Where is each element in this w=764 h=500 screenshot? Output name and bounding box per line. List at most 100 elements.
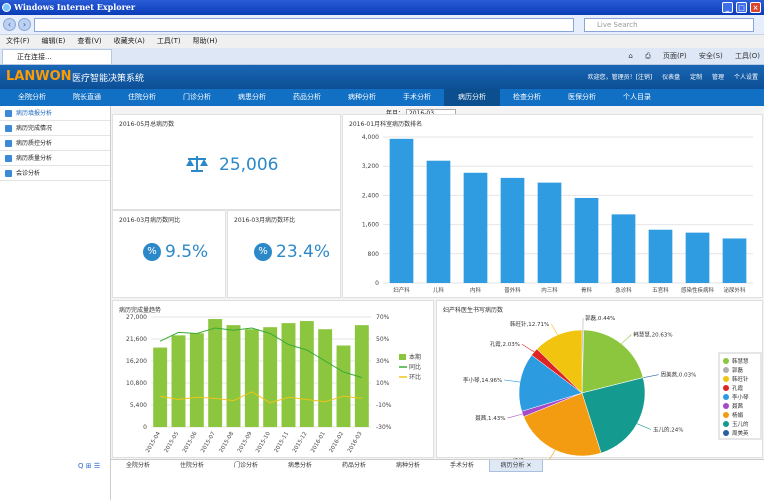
bottom-tab-4[interactable]: 药品分析 xyxy=(341,462,366,469)
menu-favorites[interactable]: 收藏夹(A) xyxy=(113,37,145,45)
search-input[interactable]: Live Search xyxy=(584,18,754,32)
nav-item-9[interactable]: 检查分析 xyxy=(513,93,541,101)
safety-menu[interactable]: 安全(S) xyxy=(698,52,723,60)
legend-swatch xyxy=(399,354,406,360)
slice-label: 玉儿的,24% xyxy=(653,426,683,434)
address-input[interactable] xyxy=(34,18,574,32)
nav-item-5[interactable]: 药品分析 xyxy=(293,93,321,101)
slice-label: 孔霞,2.03% xyxy=(490,340,520,348)
welcome-text[interactable]: 欢迎您，管理员！[注销] xyxy=(587,74,653,81)
y-tick-label: 1,600 xyxy=(362,222,379,229)
yoy-value: 9.5% xyxy=(165,242,209,262)
x-tick-label: 内三科 xyxy=(541,286,558,294)
browser-tab-bar: 正在连接... ⌂ ⎙ 页面(P) 安全(S) 工具(O) xyxy=(0,48,764,65)
ie-logo-icon xyxy=(2,3,11,12)
bottom-tab-1[interactable]: 住院分析 xyxy=(179,462,204,469)
x-tick-label: 2015-12 xyxy=(292,431,309,454)
sidebar-item-label: 会诊分析 xyxy=(16,170,41,177)
nav-item-8[interactable]: 病历分析 xyxy=(444,89,500,106)
legend-swatch xyxy=(723,412,729,418)
page-menu[interactable]: 页面(P) xyxy=(662,52,687,60)
y2-tick-label: 50% xyxy=(376,336,390,343)
nav-item-1[interactable]: 院长直通 xyxy=(73,93,101,101)
sidebar-tools[interactable]: Q ⊞ ☰ xyxy=(78,462,101,470)
x-tick-label: 感染性疾病科 xyxy=(681,286,715,294)
legend-swatch xyxy=(723,421,729,427)
y-tick-label: 16,200 xyxy=(126,358,147,365)
nav-item-2[interactable]: 住院分析 xyxy=(128,93,156,101)
x-tick-label: 2015-11 xyxy=(274,431,291,454)
x-tick-label: 五官科 xyxy=(652,286,669,294)
slice-label: 郭磊,0.44% xyxy=(585,314,615,322)
menu-help[interactable]: 帮助(H) xyxy=(192,37,218,45)
nav-item-10[interactable]: 医保分析 xyxy=(568,93,596,101)
bar xyxy=(336,345,351,427)
nav-item-7[interactable]: 手术分析 xyxy=(403,93,431,101)
sidebar-item-2[interactable]: 病历质控分析 xyxy=(0,136,110,151)
menu-edit[interactable]: 编辑(E) xyxy=(41,37,66,45)
bottom-tab-3[interactable]: 病患分析 xyxy=(287,462,312,469)
maximize-button[interactable]: □ xyxy=(736,2,747,13)
dashboard-link[interactable]: 仪表盘 xyxy=(662,74,681,81)
x-tick-label: 急诊科 xyxy=(615,286,632,294)
window-title: Windows Internet Explorer xyxy=(14,2,136,12)
x-tick-label: 骨科 xyxy=(581,286,593,294)
menu-file[interactable]: 文件(F) xyxy=(6,37,30,45)
nav-item-3[interactable]: 门诊分析 xyxy=(183,93,211,101)
y-tick-label: 0 xyxy=(143,424,147,431)
nav-item-4[interactable]: 病患分析 xyxy=(238,93,266,101)
manage-link[interactable]: 管理 xyxy=(712,74,725,81)
y-tick-label: 5,400 xyxy=(130,402,147,409)
x-tick-label: 2015-07 xyxy=(200,431,217,454)
bar xyxy=(318,329,333,427)
dept-ranking-title: 2016-01月科室病历数排名 xyxy=(349,121,423,128)
total-records-title: 2016-05月总病历数 xyxy=(119,121,175,128)
sidebar-item-3[interactable]: 病历质量分析 xyxy=(0,151,110,166)
bottom-tab-7[interactable]: 病历分析 ✕ xyxy=(489,460,543,472)
sidebar-item-0[interactable]: 病历填报分析 xyxy=(0,106,110,121)
legend-label: 同比 xyxy=(409,363,421,371)
browser-tab[interactable]: 正在连接... xyxy=(2,49,112,64)
legend-label: 郭磊 xyxy=(732,366,744,374)
sidebar-item-1[interactable]: 病历完成情况 xyxy=(0,121,110,136)
y2-tick-label: -10% xyxy=(376,402,392,409)
nav-item-11[interactable]: 个人目录 xyxy=(623,93,651,101)
sidebar-item-4[interactable]: 会诊分析 xyxy=(0,166,110,181)
print-icon[interactable]: ⎙ xyxy=(645,52,651,60)
doctor-pie-panel: 妇产科医生书写病历数 郭磊,0.44% 韩慧慧,20.63% 周美燕,0.03% 玉儿… xyxy=(436,300,763,459)
pie-slice xyxy=(581,329,644,394)
bar xyxy=(500,177,525,283)
bar xyxy=(426,160,451,283)
yoy-panel: 2016-03月病历数同比 % 9.5% xyxy=(112,210,226,298)
x-tick-label: 2015-04 xyxy=(145,431,162,454)
bottom-tab-6[interactable]: 手术分析 xyxy=(449,462,474,469)
pie-slice xyxy=(518,354,583,412)
home-icon[interactable]: ⌂ xyxy=(628,52,633,60)
menu-view[interactable]: 查看(V) xyxy=(77,37,102,45)
app-header: LANWON 医疗智能决策系统 欢迎您，管理员！[注销] 仪表盘 定制 管理 个… xyxy=(0,65,764,89)
tools-menu[interactable]: 工具(O) xyxy=(735,52,760,60)
customize-link[interactable]: 定制 xyxy=(690,74,703,81)
back-icon[interactable]: ‹ xyxy=(3,18,16,31)
bottom-tab-2[interactable]: 门诊分析 xyxy=(233,462,258,469)
slice-label: 韩慧慧,20.63% xyxy=(633,330,672,338)
label-leader xyxy=(507,413,523,419)
nav-item-6[interactable]: 病种分析 xyxy=(348,93,376,101)
x-tick-label: 妇产科 xyxy=(393,286,410,294)
y2-tick-label: 70% xyxy=(376,314,390,321)
close-icon[interactable]: × xyxy=(750,2,761,13)
label-leader xyxy=(636,423,652,430)
legend-label: 环比 xyxy=(409,373,421,381)
minimize-button[interactable]: _ xyxy=(722,2,733,13)
nav-item-0[interactable]: 全院分析 xyxy=(18,93,46,101)
series-line xyxy=(160,391,362,404)
bottom-tab-0[interactable]: 全院分析 xyxy=(125,462,150,469)
menu-tools[interactable]: 工具(T) xyxy=(156,37,181,45)
forward-icon[interactable]: › xyxy=(18,18,31,31)
legend-label: 本期 xyxy=(409,353,421,361)
bottom-tab-5[interactable]: 病种分析 xyxy=(395,462,420,469)
bar xyxy=(463,172,488,283)
legend-label: 杨娟 xyxy=(732,411,744,419)
bar xyxy=(171,335,186,427)
personal-settings-link[interactable]: 个人设置 xyxy=(733,74,758,81)
